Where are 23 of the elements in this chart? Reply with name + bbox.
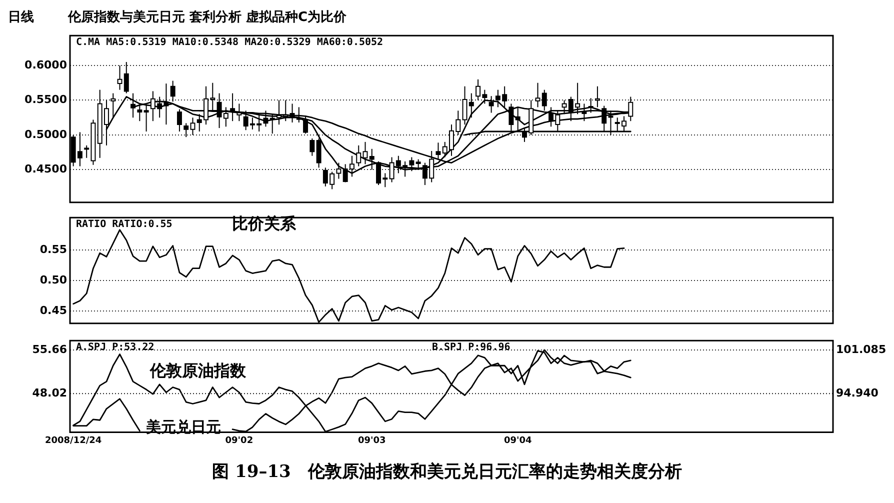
y-tick-label: 0.45 bbox=[40, 304, 67, 318]
annotation: B.SPJ P:96.96 bbox=[432, 342, 510, 353]
x-tick-label: 2008/12/24 bbox=[44, 436, 102, 446]
y2-tick-label: 94.940 bbox=[836, 386, 879, 400]
x-tick-label: 09'04 bbox=[504, 436, 532, 446]
caption: 图 19–13 伦敦原油指数和美元兑日元汇率的走势相关度分析 bbox=[211, 461, 683, 483]
y-tick-label: 55.66 bbox=[32, 342, 68, 356]
x-tick-label: 09'03 bbox=[358, 436, 386, 446]
y-tick-label: 0.5000 bbox=[24, 128, 68, 141]
text: 日线 bbox=[8, 9, 34, 26]
y-tick-label: 0.5500 bbox=[24, 93, 68, 106]
annotation: RATIO RATIO:0.55 bbox=[76, 219, 172, 230]
y-tick-label: 0.4500 bbox=[24, 162, 68, 176]
chart-title: 伦原指数与美元日元 套利分析 虚拟品种C为比价 bbox=[68, 8, 347, 26]
y-tick-label: 0.6000 bbox=[24, 58, 68, 72]
series-label: 伦敦原油指数 bbox=[150, 361, 246, 382]
y-tick-label: 0.50 bbox=[40, 273, 68, 286]
annotation: C.MA MA5:0.5319 MA10:0.5348 MA20:0.5329 MA60:0.5052 bbox=[76, 37, 384, 48]
x-tick-label: 09'02 bbox=[225, 436, 254, 446]
y-tick-label: 48.02 bbox=[32, 386, 67, 400]
y2-tick-label: 101.085 bbox=[836, 342, 886, 356]
annotation: A.SPJ P:53.22 bbox=[76, 342, 154, 353]
y-tick-label: 0.55 bbox=[40, 242, 67, 256]
